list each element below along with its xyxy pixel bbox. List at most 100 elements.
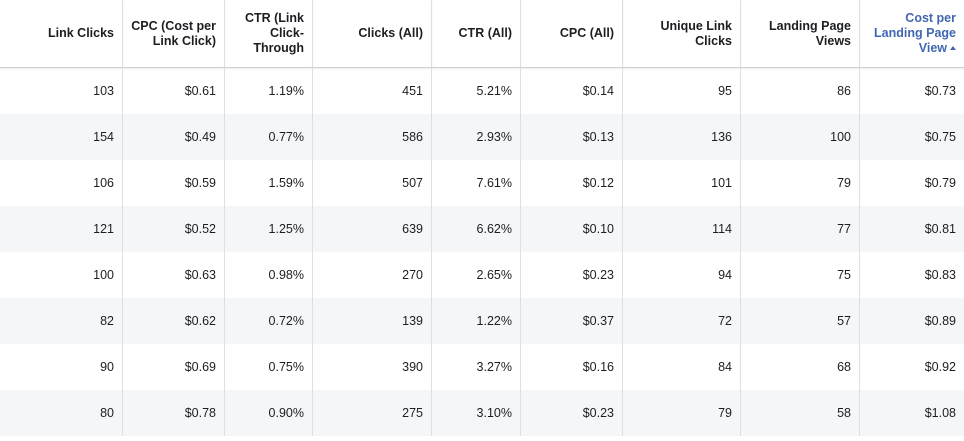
cell-landing-page-views: 57 <box>740 298 860 344</box>
column-header-label: Clicks (All) <box>358 26 423 40</box>
header-row: Link Clicks CPC (Cost per Link Click) CT… <box>0 0 964 68</box>
table-row[interactable]: 80 $0.78 0.90% 275 3.10% $0.23 79 58 $1.08 <box>0 390 964 436</box>
cell-cpc-link: $0.63 <box>122 252 225 298</box>
cell-ctr-all: 6.62% <box>431 206 521 252</box>
cell-link-clicks: 121 <box>0 206 123 252</box>
column-header-label: Landing Page Views <box>769 18 851 48</box>
table-row[interactable]: 82 $0.62 0.72% 139 1.22% $0.37 72 57 $0.89 <box>0 298 964 344</box>
cell-ctr-link: 0.75% <box>224 344 313 390</box>
cell-cost-per-landing-page-view: $1.08 <box>859 390 964 436</box>
cell-cpc-link: $0.61 <box>122 67 225 114</box>
cell-cost-per-landing-page-view: $0.79 <box>859 160 964 206</box>
column-header-label: Cost per Landing Page View <box>874 11 956 55</box>
table-row[interactable]: 121 $0.52 1.25% 639 6.62% $0.10 114 77 $0.81 <box>0 206 964 252</box>
cell-cpc-link: $0.49 <box>122 114 225 160</box>
cell-ctr-link: 1.19% <box>224 67 313 114</box>
cell-cpc-link: $0.52 <box>122 206 225 252</box>
cell-cpc-all: $0.37 <box>520 298 623 344</box>
cell-cpc-link: $0.69 <box>122 344 225 390</box>
table-row[interactable]: 154 $0.49 0.77% 586 2.93% $0.13 136 100 $0.75 <box>0 114 964 160</box>
column-header-cost-per-landing-page-view[interactable]: Cost per Landing Page View <box>859 0 964 68</box>
cell-cost-per-landing-page-view: $0.73 <box>859 67 964 114</box>
cell-ctr-link: 0.90% <box>224 390 313 436</box>
cell-unique-link-clicks: 95 <box>622 67 741 114</box>
column-header-cpc-link[interactable]: CPC (Cost per Link Click) <box>122 0 225 68</box>
cell-cpc-all: $0.23 <box>520 252 623 298</box>
cell-cost-per-landing-page-view: $0.92 <box>859 344 964 390</box>
cell-clicks-all: 639 <box>312 206 432 252</box>
column-header-landing-page-views[interactable]: Landing Page Views <box>740 0 860 68</box>
column-header-clicks-all[interactable]: Clicks (All) <box>312 0 432 68</box>
cell-unique-link-clicks: 72 <box>622 298 741 344</box>
cell-unique-link-clicks: 84 <box>622 344 741 390</box>
cell-ctr-link: 1.59% <box>224 160 313 206</box>
cell-cpc-link: $0.78 <box>122 390 225 436</box>
cell-clicks-all: 275 <box>312 390 432 436</box>
cell-cost-per-landing-page-view: $0.89 <box>859 298 964 344</box>
cell-unique-link-clicks: 79 <box>622 390 741 436</box>
column-header-label: Link Clicks <box>48 26 114 40</box>
cell-cpc-link: $0.62 <box>122 298 225 344</box>
cell-ctr-all: 3.27% <box>431 344 521 390</box>
cell-clicks-all: 390 <box>312 344 432 390</box>
column-header-link-clicks[interactable]: Link Clicks <box>0 0 123 68</box>
cell-landing-page-views: 86 <box>740 67 860 114</box>
cell-cpc-link: $0.59 <box>122 160 225 206</box>
column-header-ctr-link[interactable]: CTR (Link Click-Through <box>224 0 313 68</box>
column-header-ctr-all[interactable]: CTR (All) <box>431 0 521 68</box>
table-body: 103 $0.61 1.19% 451 5.21% $0.14 95 86 $0.73 154 $0… <box>0 67 964 436</box>
cell-ctr-link: 0.77% <box>224 114 313 160</box>
sort-ascending-icon <box>950 46 956 50</box>
table-row[interactable]: 100 $0.63 0.98% 270 2.65% $0.23 94 75 $0.83 <box>0 252 964 298</box>
cell-clicks-all: 139 <box>312 298 432 344</box>
cell-unique-link-clicks: 114 <box>622 206 741 252</box>
cell-clicks-all: 507 <box>312 160 432 206</box>
column-header-unique-link-clicks[interactable]: Unique Link Clicks <box>622 0 741 68</box>
cell-link-clicks: 154 <box>0 114 123 160</box>
cell-ctr-link: 0.72% <box>224 298 313 344</box>
cell-ctr-all: 3.10% <box>431 390 521 436</box>
cell-clicks-all: 586 <box>312 114 432 160</box>
cell-cost-per-landing-page-view: $0.81 <box>859 206 964 252</box>
cell-ctr-link: 1.25% <box>224 206 313 252</box>
cell-link-clicks: 103 <box>0 67 123 114</box>
column-header-label: CPC (All) <box>559 26 614 40</box>
cell-ctr-all: 7.61% <box>431 160 521 206</box>
cell-link-clicks: 106 <box>0 160 123 206</box>
cell-cost-per-landing-page-view: $0.83 <box>859 252 964 298</box>
column-header-cpc-all[interactable]: CPC (All) <box>520 0 623 68</box>
table-row[interactable]: 90 $0.69 0.75% 390 3.27% $0.16 84 68 $0.92 <box>0 344 964 390</box>
cell-link-clicks: 100 <box>0 252 123 298</box>
cell-ctr-link: 0.98% <box>224 252 313 298</box>
cell-landing-page-views: 58 <box>740 390 860 436</box>
cell-cpc-all: $0.14 <box>520 67 623 114</box>
column-header-label: CPC (Cost per Link Click) <box>131 18 216 48</box>
cell-cpc-all: $0.23 <box>520 390 623 436</box>
cell-cpc-all: $0.16 <box>520 344 623 390</box>
cell-clicks-all: 270 <box>312 252 432 298</box>
table-row[interactable]: 106 $0.59 1.59% 507 7.61% $0.12 101 79 $0.79 <box>0 160 964 206</box>
cell-ctr-all: 5.21% <box>431 67 521 114</box>
cell-ctr-all: 2.93% <box>431 114 521 160</box>
cell-landing-page-views: 75 <box>740 252 860 298</box>
cell-cpc-all: $0.10 <box>520 206 623 252</box>
column-header-label: CTR (Link Click-Through <box>244 11 304 55</box>
column-header-label: CTR (All) <box>458 26 512 40</box>
cell-link-clicks: 90 <box>0 344 123 390</box>
cell-landing-page-views: 68 <box>740 344 860 390</box>
cell-unique-link-clicks: 94 <box>622 252 741 298</box>
cell-clicks-all: 451 <box>312 67 432 114</box>
column-header-label: Unique Link Clicks <box>660 18 732 48</box>
cell-ctr-all: 2.65% <box>431 252 521 298</box>
cell-landing-page-views: 100 <box>740 114 860 160</box>
cell-unique-link-clicks: 136 <box>622 114 741 160</box>
cell-landing-page-views: 79 <box>740 160 860 206</box>
cell-ctr-all: 1.22% <box>431 298 521 344</box>
cell-cpc-all: $0.13 <box>520 114 623 160</box>
table-row[interactable]: 103 $0.61 1.19% 451 5.21% $0.14 95 86 $0.73 <box>0 67 964 114</box>
cell-cost-per-landing-page-view: $0.75 <box>859 114 964 160</box>
cell-link-clicks: 80 <box>0 390 123 436</box>
cell-landing-page-views: 77 <box>740 206 860 252</box>
